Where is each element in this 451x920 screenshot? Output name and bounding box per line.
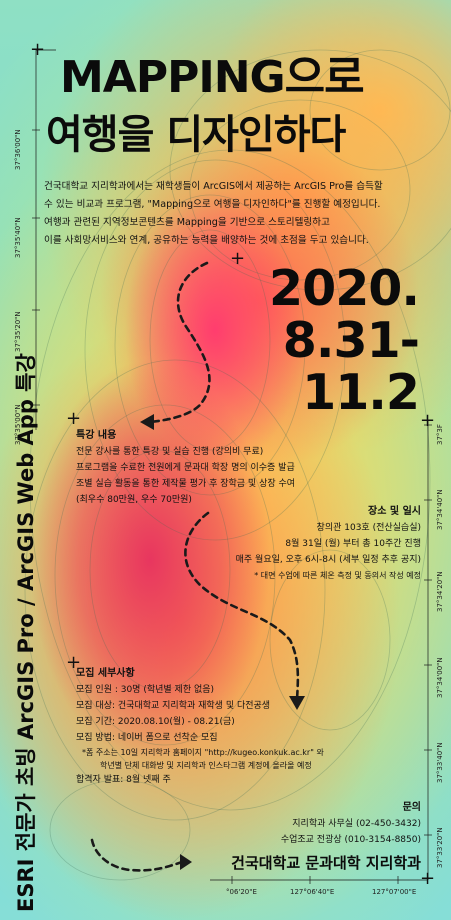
recruit-title: 모집 세부사항	[76, 668, 135, 679]
coord-label: °06'20"E	[226, 888, 257, 896]
plus-marker-icon: +	[66, 408, 82, 429]
contact-title: 문의	[402, 802, 421, 813]
venue-note: * 대면 수업에 따른 체온 측정 및 동의서 작성 예정	[254, 571, 421, 580]
coord-label: 37°34'00"N	[436, 657, 444, 698]
venue-title: 장소 및 일시	[368, 506, 421, 517]
coord-label: 37°35'00"N	[14, 404, 22, 445]
coord-label: 37°33'20"N	[436, 827, 444, 868]
date-start: 8.31-	[282, 312, 420, 369]
date-year: 2020.	[269, 260, 420, 317]
venue-section: 장소 및 일시 창의관 103호 (전산실습실) 8월 31일 (월) 부터 총…	[161, 504, 421, 584]
contact-line: 수업조교 전광상 (010-3154-8850)	[280, 835, 421, 845]
coord-label: 127°07'00"E	[372, 888, 417, 896]
intro-line: 수 있는 비교과 프로그램, "Mapping으로 여행을 디자인하다"를 진행…	[44, 199, 381, 210]
lecture-line: 조별 실습 활동을 통한 제작물 평가 후 장학금 및 상장 수여	[76, 479, 296, 489]
intro-line: 건국대학교 지리학과에서는 재학생들이 ArcGIS에서 제공하는 ArcGIS…	[44, 181, 383, 192]
lecture-line: 전문 강사를 통한 특강 및 실습 진행 (강의비 무료)	[76, 447, 264, 457]
coord-label: 37°34'20"N	[436, 571, 444, 612]
plus-marker-icon: +	[30, 39, 46, 60]
coord-label: 37°35'40"N	[14, 217, 22, 258]
recruit-line: 모집 인원 : 30명 (학년별 제한 없음)	[76, 685, 215, 695]
recruit-note: 학년별 단체 대화방 및 지리학과 인스타그램 계정에 올라올 예정	[100, 761, 312, 770]
lecture-line: 프로그램을 수료한 전원에게 문과대 학장 명의 이수증 발급	[76, 463, 295, 473]
contact-section: 문의 지리학과 사무실 (02-450-3432) 수업조교 전광상 (010-…	[221, 800, 421, 848]
coord-label: 127°06'40"E	[290, 888, 335, 896]
venue-line: 매주 월요일, 오후 6시-8시 (세부 일정 추후 공지)	[235, 555, 421, 565]
intro-paragraph: 건국대학교 지리학과에서는 재학생들이 ArcGIS에서 제공하는 ArcGIS…	[44, 178, 429, 250]
contact-line: 지리학과 사무실 (02-450-3432)	[292, 819, 421, 829]
plus-marker-icon: +	[420, 410, 436, 431]
lecture-line: (최우수 80만원, 우수 70만원)	[76, 495, 192, 505]
plus-marker-icon: +	[420, 868, 436, 889]
recruit-note: *폼 주소는 10일 지리학과 홈페이지 "http://kugeo.konku…	[82, 748, 324, 757]
recruit-line: 모집 대상: 건국대학교 지리학과 재학생 및 다전공생	[76, 701, 271, 711]
page-title: MAPPING으로	[60, 52, 365, 103]
coord-label: 37°35'20"N	[14, 311, 22, 352]
lecture-section: 특강 내용 전문 강사를 통한 특강 및 실습 진행 (강의비 무료) 프로그램…	[76, 428, 376, 508]
coord-label: 37°34'40"N	[436, 489, 444, 530]
venue-line: 창의관 103호 (전산실습실)	[316, 523, 421, 533]
coord-label: 37°36'00"N	[14, 129, 22, 170]
recruit-line: 모집 방법: 네이버 폼으로 선착순 모집	[76, 733, 218, 743]
coord-label: 37°3F	[436, 424, 444, 445]
recruit-section: 모집 세부사항 모집 인원 : 30명 (학년별 제한 없음) 모집 대상: 건…	[76, 666, 406, 788]
recruit-line: 모집 기간: 2020.08.10(월) - 08.21(금)	[76, 717, 235, 727]
recruit-line: 합격자 발표: 8월 넷째 주	[76, 775, 171, 785]
intro-line: 이를 사회망서비스와 연계, 공유하는 능력을 배양하는 것에 초점을 두고 있…	[44, 235, 369, 246]
page-subtitle: 여행을 디자인하다	[46, 112, 346, 158]
venue-line: 8월 31일 (월) 부터 총 10주간 진행	[285, 539, 421, 549]
organizer-name: 건국대학교 문과대학 지리학과	[231, 854, 421, 872]
date-end: 11.2	[302, 364, 420, 421]
plus-marker-icon: +	[66, 652, 82, 673]
plus-marker-icon: +	[230, 248, 246, 269]
coord-label: 37°33'40"N	[436, 742, 444, 783]
lecture-title: 특강 내용	[76, 430, 117, 441]
intro-line: 여행과 관련된 지역정보콘텐츠를 Mapping을 기반으로 스토리텔링하고	[44, 217, 330, 228]
